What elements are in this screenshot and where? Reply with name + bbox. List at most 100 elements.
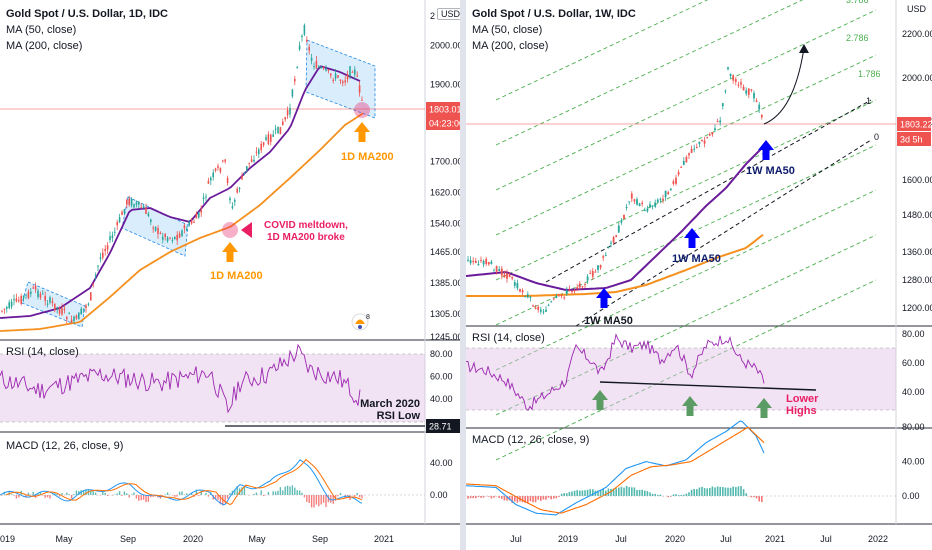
- weekly-candle: [755, 100, 758, 102]
- weekly-macd-histogram-bar: [633, 487, 636, 496]
- weekly-macd-histogram-bar: [568, 491, 571, 496]
- daily-candle: [25, 294, 27, 296]
- daily-candle: [327, 69, 330, 71]
- weekly-candle: [524, 296, 527, 298]
- weekly-ma50-label-mid: 1W MA50: [672, 253, 721, 265]
- daily-candle: [106, 245, 109, 250]
- weekly-currency-label[interactable]: USD: [907, 4, 927, 14]
- weekly-macd-histogram-bar: [716, 486, 719, 496]
- weekly-fib-line: [495, 99, 877, 281]
- daily-candle: [80, 308, 82, 315]
- daily-macd-histogram-bar: [318, 495, 320, 507]
- weekly-macd-histogram-bar: [571, 491, 573, 496]
- daily-macd-histogram-bar: [18, 495, 20, 498]
- weekly-candle: [623, 214, 625, 219]
- daily-ma200-line: [0, 112, 364, 332]
- weekly-candle: [740, 82, 742, 85]
- weekly-candle: [542, 311, 545, 313]
- weekly-chart-panel[interactable]: 2200.002000.001800.001600.001480.001360.…: [466, 0, 932, 550]
- daily-rsi-title: RSI (14, close): [6, 346, 79, 358]
- daily-candle: [66, 317, 68, 320]
- weekly-macd-histogram-bar: [761, 496, 763, 502]
- weekly-chart-svg[interactable]: 2200.002000.001800.001600.001480.001360.…: [466, 0, 932, 550]
- daily-rsi-tick: 40.00: [430, 394, 453, 404]
- weekly-macd-histogram-bar: [514, 496, 516, 502]
- weekly-macd-histogram-bar: [683, 494, 685, 496]
- weekly-candle: [516, 282, 519, 289]
- weekly-macd-histogram-bar: [636, 489, 638, 496]
- weekly-candle: [607, 246, 610, 249]
- daily-macd-histogram-bar: [130, 494, 133, 495]
- daily-time-label: May: [248, 534, 266, 544]
- daily-macd-histogram-bar: [147, 495, 150, 502]
- daily-candle: [138, 201, 140, 205]
- weekly-countdown-tag: 3d 5h: [900, 135, 923, 145]
- daily-ma200-label-top: 1D MA200: [341, 151, 394, 163]
- weekly-macd-histogram-bar: [480, 496, 482, 498]
- weekly-macd-histogram-bar: [563, 493, 565, 496]
- daily-macd-histogram-bar: [186, 493, 188, 495]
- daily-chart-panel[interactable]: 2000.001900.001800.001700.001620.001540.…: [0, 0, 465, 550]
- daily-candle: [109, 236, 111, 241]
- weekly-macd-tick: 0.00: [902, 491, 920, 501]
- daily-candle: [349, 66, 351, 77]
- weekly-candle: [547, 304, 550, 306]
- weekly-macd-histogram-bar: [560, 493, 563, 496]
- daily-macd-histogram-bar: [303, 495, 306, 498]
- panel-divider[interactable]: [460, 0, 466, 550]
- daily-candle: [147, 213, 150, 217]
- daily-macd-histogram-bar: [116, 493, 118, 495]
- weekly-fib-label: 3.786: [846, 0, 869, 5]
- daily-macd-histogram-bar: [75, 490, 78, 495]
- weekly-candle: [675, 177, 677, 184]
- weekly-candle: [490, 261, 493, 264]
- daily-macd-histogram-bar: [42, 495, 44, 496]
- weekly-candle: [558, 294, 560, 296]
- daily-price-tick: 1305.00: [430, 309, 460, 319]
- daily-macd-histogram-bar: [200, 490, 202, 495]
- weekly-candle: [555, 296, 558, 298]
- weekly-candle: [708, 134, 711, 136]
- weekly-candle: [721, 103, 724, 107]
- weekly-macd-tick: 80.00: [902, 422, 925, 432]
- weekly-candle: [703, 140, 706, 144]
- weekly-macd-histogram-bar: [553, 496, 555, 499]
- weekly-ma50-label-top: 1W MA50: [746, 165, 795, 177]
- daily-candle: [310, 58, 313, 61]
- daily-candle: [334, 73, 337, 79]
- weekly-macd-histogram-bar: [584, 490, 586, 496]
- weekly-candle: [532, 305, 534, 307]
- weekly-candle: [732, 75, 735, 81]
- weekly-candle: [480, 259, 482, 261]
- daily-macd-histogram-bar: [207, 495, 210, 497]
- daily-candle: [42, 293, 44, 295]
- daily-macd-histogram-bar: [289, 486, 291, 495]
- weekly-macd-histogram-bar: [506, 496, 508, 501]
- daily-macd-histogram-bar: [274, 491, 277, 495]
- daily-chart-svg[interactable]: 2000.001900.001800.001700.001620.001540.…: [0, 0, 460, 550]
- daily-candle: [241, 176, 243, 180]
- daily-candle: [183, 225, 186, 229]
- daily-price-tick: 1540.00: [430, 218, 460, 228]
- weekly-macd-histogram-bar: [501, 496, 503, 499]
- daily-macd-histogram-bar: [298, 490, 301, 495]
- weekly-rsi-band: [466, 348, 896, 410]
- daily-macd-histogram-bar: [361, 495, 363, 499]
- daily-macd-histogram-bar: [3, 491, 6, 495]
- weekly-macd-histogram-bar: [472, 496, 474, 499]
- weekly-macd-histogram-bar: [511, 496, 513, 503]
- weekly-current-price-tag-bg: [897, 117, 931, 131]
- weekly-rsi-title: RSI (14, close): [472, 332, 545, 344]
- daily-covid-highlight: [222, 222, 238, 238]
- daily-time-label: 2021: [374, 534, 394, 544]
- daily-macd-histogram-bar: [315, 495, 318, 505]
- weekly-candle: [669, 188, 672, 191]
- daily-rsi-current-tag: 28.71: [429, 422, 452, 432]
- weekly-candle: [711, 132, 714, 135]
- weekly-macd-histogram-bar: [755, 496, 758, 499]
- daily-macd-histogram-bar: [164, 494, 166, 495]
- daily-candle: [133, 204, 135, 208]
- daily-macd-histogram-bar: [234, 489, 236, 495]
- weekly-macd-histogram-bar: [508, 496, 511, 501]
- daily-candle: [1, 310, 3, 312]
